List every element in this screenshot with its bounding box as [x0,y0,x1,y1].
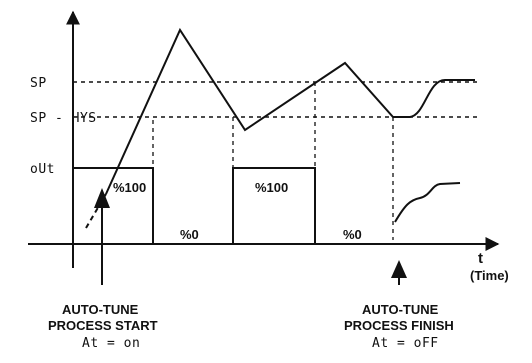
finish-state: At = oFF [372,336,439,351]
zero-label-1: %0 [180,227,199,242]
start-note-line2: PROCESS START [48,318,158,333]
zero-label-2: %0 [343,227,362,242]
process-curve [105,27,475,195]
output-pulse-2 [232,167,316,244]
finish-arrow-head [391,260,407,278]
post-tune-curve [394,182,461,223]
process-curve-dashed-start [85,193,107,229]
start-state: At = on [82,336,140,351]
start-note-line1: AUTO-TUNE [62,302,139,317]
pulse-label-1: %100 [113,180,146,195]
finish-note-line2: PROCESS FINISH [344,318,454,333]
x-axis-unit: (Time) [470,268,509,283]
sp-label: SP [30,76,47,91]
sp-hys-label: SP - HYS [30,111,97,126]
pulse-label-2: %100 [255,180,288,195]
out-label: oUt [30,162,55,177]
finish-note-line1: AUTO-TUNE [362,302,439,317]
output-pulse-1 [98,167,154,244]
start-arrow-head [94,188,110,208]
x-axis-label: t [478,250,483,267]
